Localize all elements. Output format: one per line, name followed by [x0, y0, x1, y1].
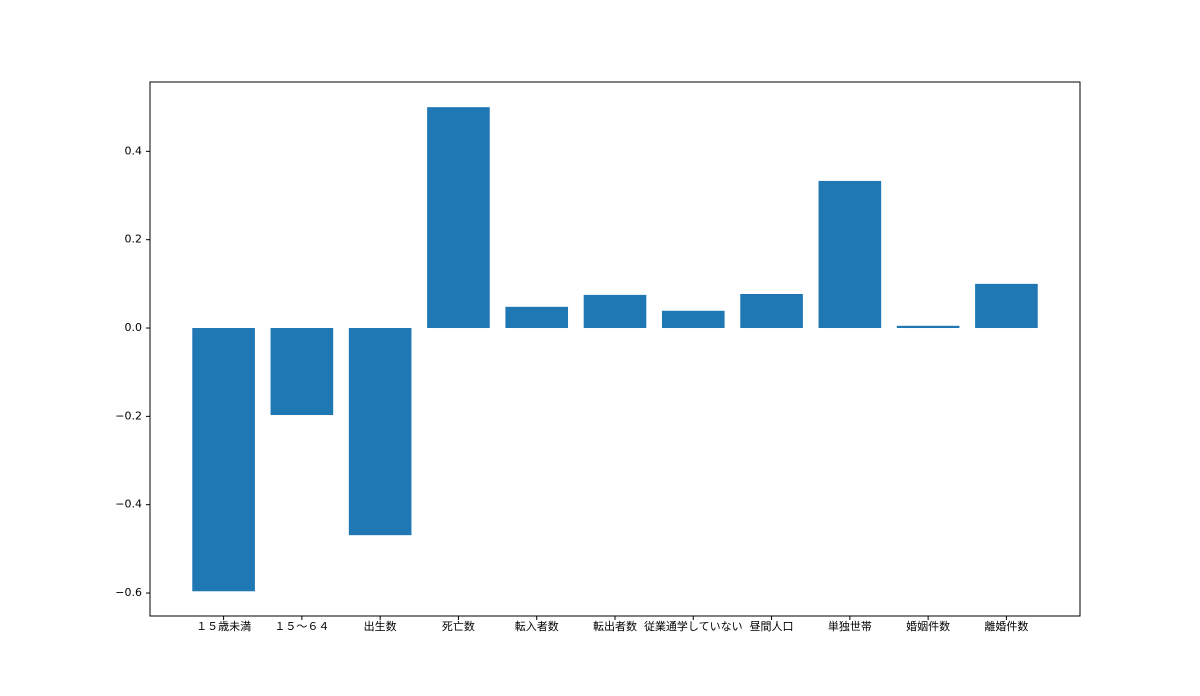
x-tick-label: 昼間人口 — [750, 620, 794, 633]
bar — [583, 294, 647, 329]
x-tick-label: １５〜６４ — [274, 620, 329, 633]
x-tick-label: 従業通学していない — [644, 619, 743, 633]
x-tick-label: 離婚件数 — [984, 619, 1028, 633]
bar — [427, 107, 490, 329]
x-tick-label: 死亡数 — [442, 619, 475, 633]
y-tick-label: −0.6 — [115, 586, 142, 599]
x-tick-label: １５歳未満 — [196, 620, 251, 633]
bar — [348, 328, 412, 536]
x-tick-label: 転入者数 — [515, 620, 559, 633]
bar — [896, 325, 960, 329]
y-tick-label: 0.4 — [125, 144, 143, 157]
x-tick-label: 婚姻件数 — [906, 619, 950, 633]
bar — [192, 328, 255, 592]
bar — [740, 294, 803, 329]
y-tick-label: −0.4 — [115, 498, 142, 511]
x-tick-label: 転出者数 — [593, 619, 637, 633]
bar — [975, 283, 1038, 329]
y-tick-label: 0.0 — [125, 321, 143, 334]
bar — [270, 328, 334, 416]
bar — [505, 306, 569, 329]
bar — [661, 310, 725, 329]
x-tick-label: 出生数 — [364, 619, 397, 633]
bar — [818, 180, 882, 329]
x-tick-label: 単独世帯 — [828, 619, 872, 633]
y-tick-label: −0.2 — [115, 409, 142, 422]
y-tick-label: 0.2 — [125, 233, 143, 246]
